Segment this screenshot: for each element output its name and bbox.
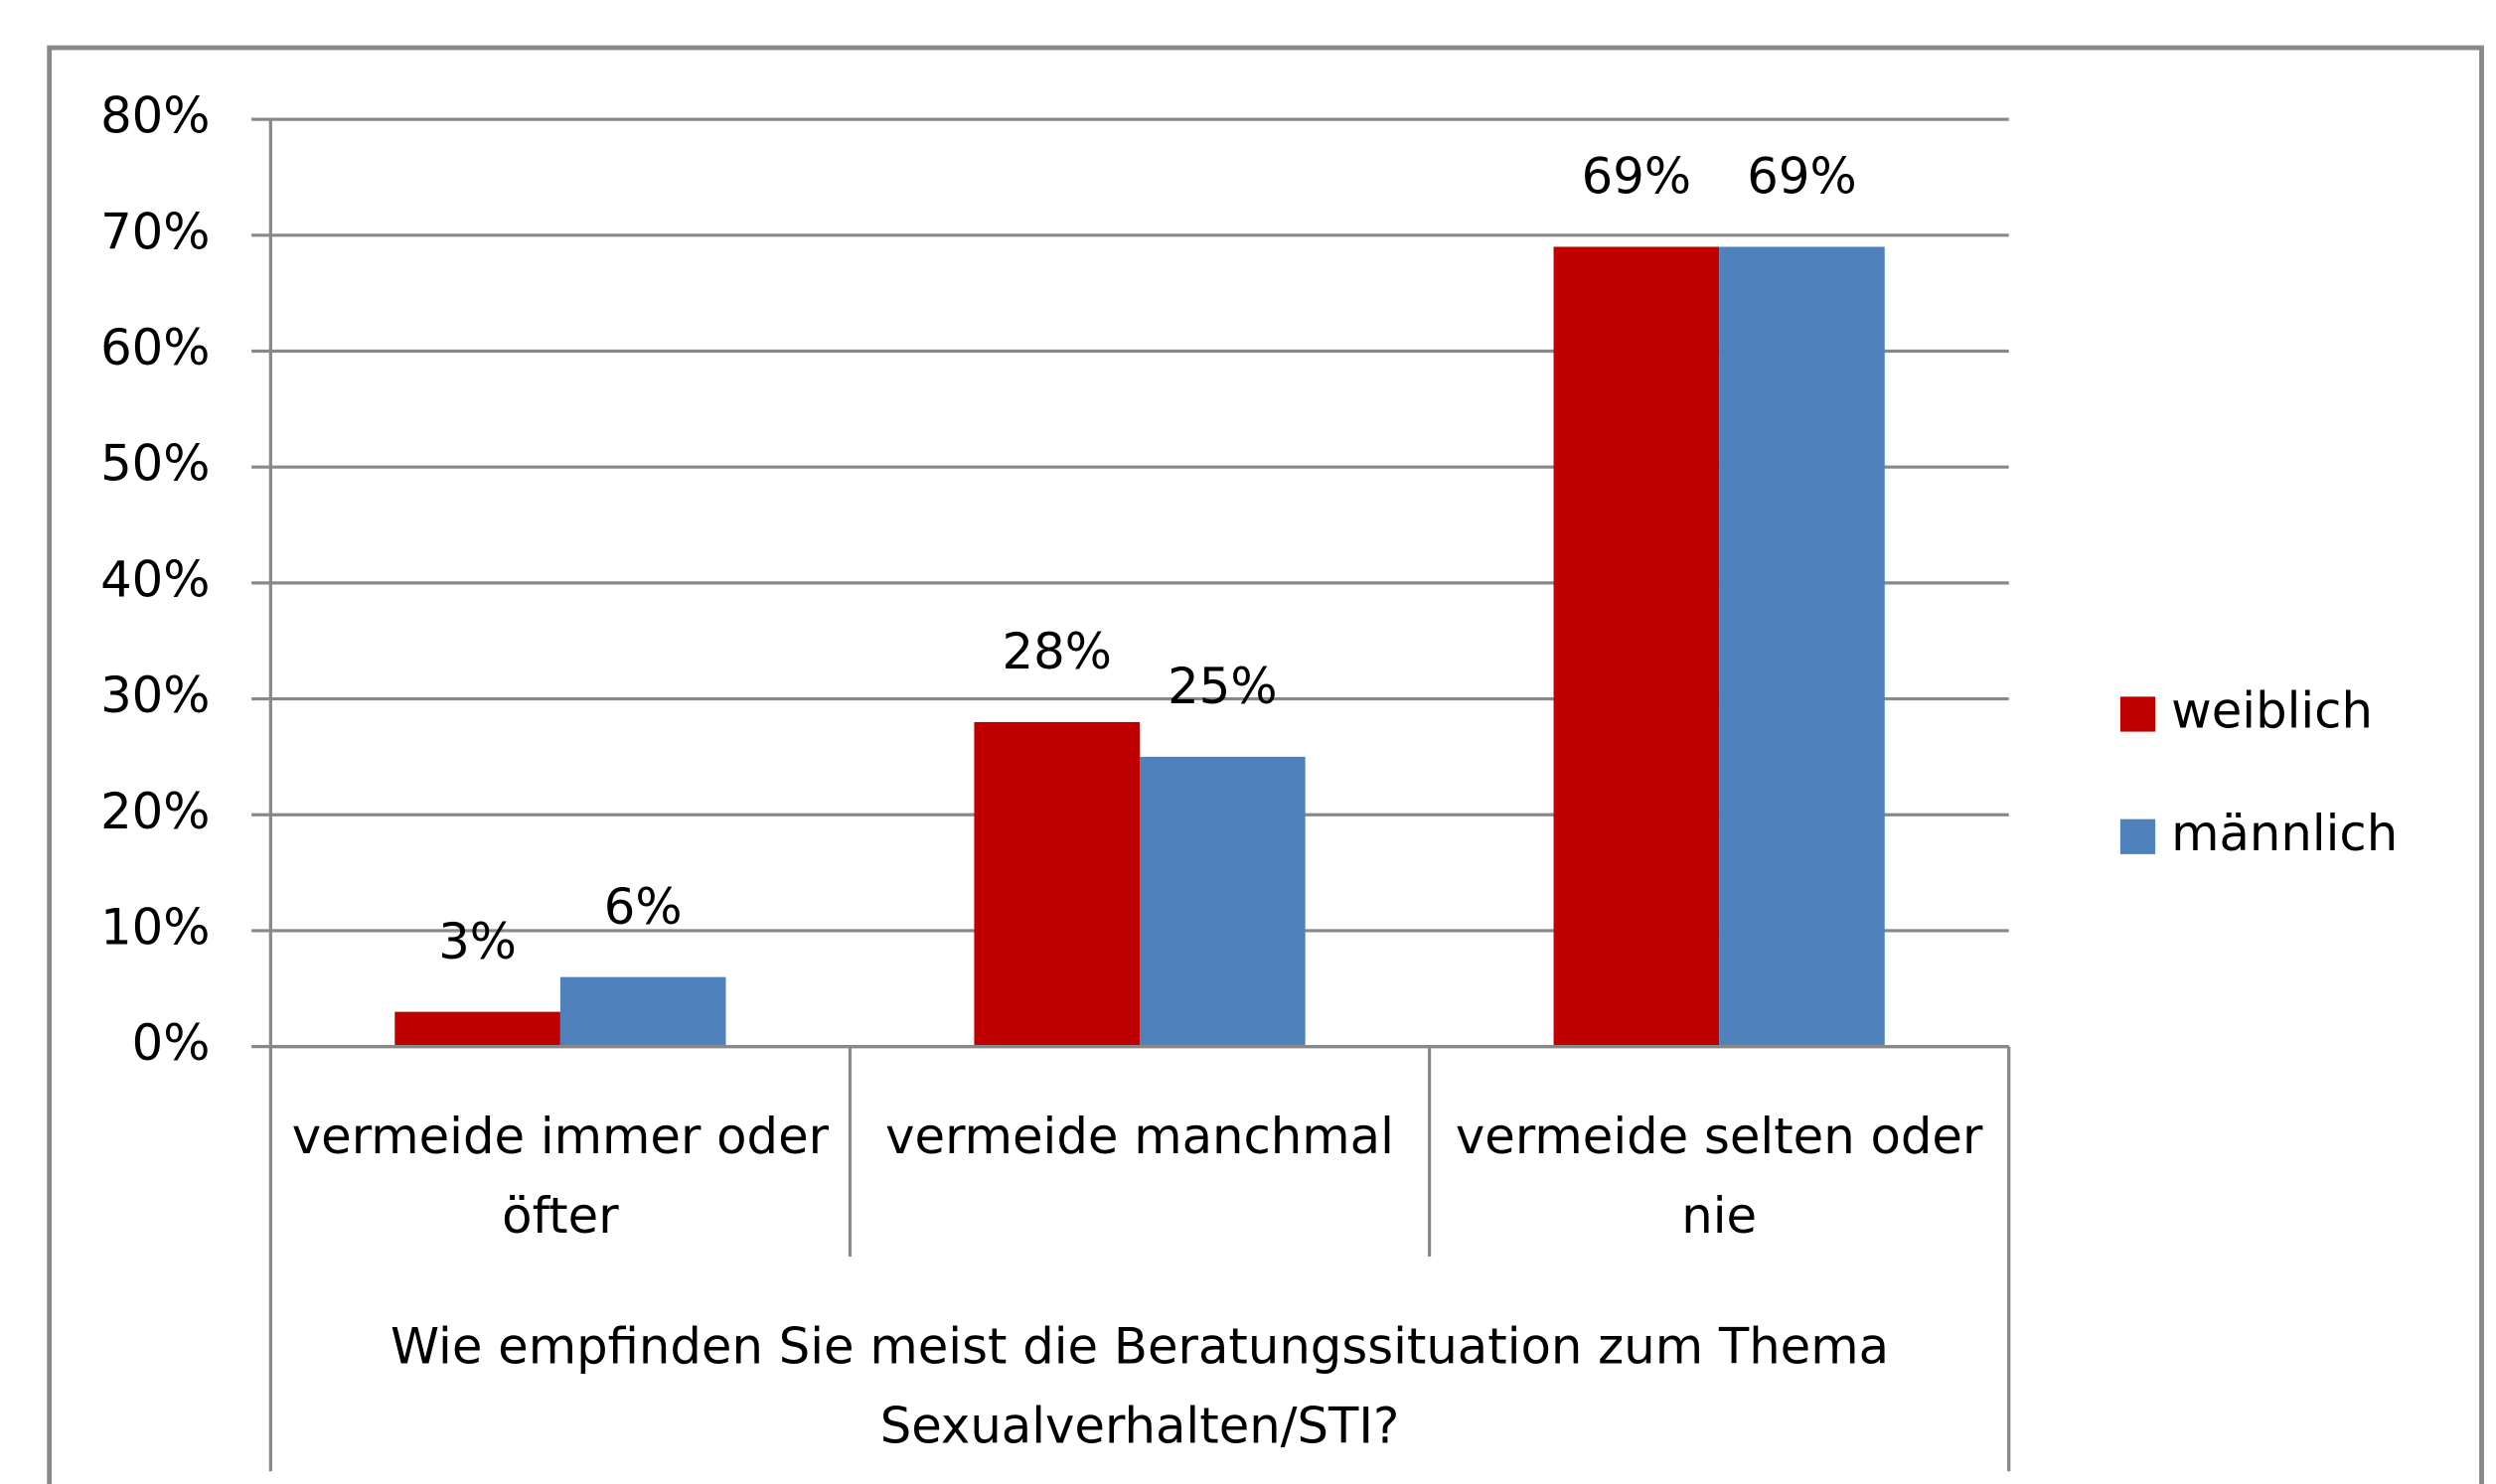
legend-swatch (2119, 818, 2156, 854)
legend-swatch (2119, 696, 2156, 732)
y-tick-label: 60% (100, 319, 210, 376)
y-tick-label: 40% (100, 550, 210, 608)
value-label: 25% (1168, 658, 1277, 715)
y-tick-label: 20% (100, 783, 210, 840)
bar (1140, 756, 1306, 1047)
x-axis-title: Wie empfinden Sie meist die Beratungssit… (390, 1318, 1890, 1456)
y-tick-label: 10% (100, 898, 210, 956)
value-label: 28% (1003, 623, 1112, 680)
bar (559, 976, 726, 1047)
y-tick-label: 50% (100, 435, 210, 493)
y-tick-label: 30% (100, 667, 210, 724)
value-label: 6% (604, 878, 683, 936)
y-tick-label: 0% (132, 1014, 211, 1072)
value-label: 69% (1582, 148, 1691, 206)
legend-label: männlich (2171, 805, 2398, 862)
bar (1553, 246, 1720, 1047)
value-label: 3% (438, 913, 517, 970)
x-tick-label: vermeide selten oder nie (1455, 1109, 1983, 1246)
bar (394, 1011, 560, 1047)
y-tick-label: 70% (100, 203, 210, 260)
legend-label: weiblich (2171, 681, 2373, 739)
x-tick-label: vermeide manchmal (885, 1109, 1394, 1166)
bar (974, 721, 1141, 1047)
y-tick-label: 80% (100, 87, 210, 145)
bar (1719, 246, 1885, 1047)
value-label: 69% (1747, 148, 1856, 206)
x-tick-label: vermeide immer oder öfter (291, 1109, 830, 1246)
